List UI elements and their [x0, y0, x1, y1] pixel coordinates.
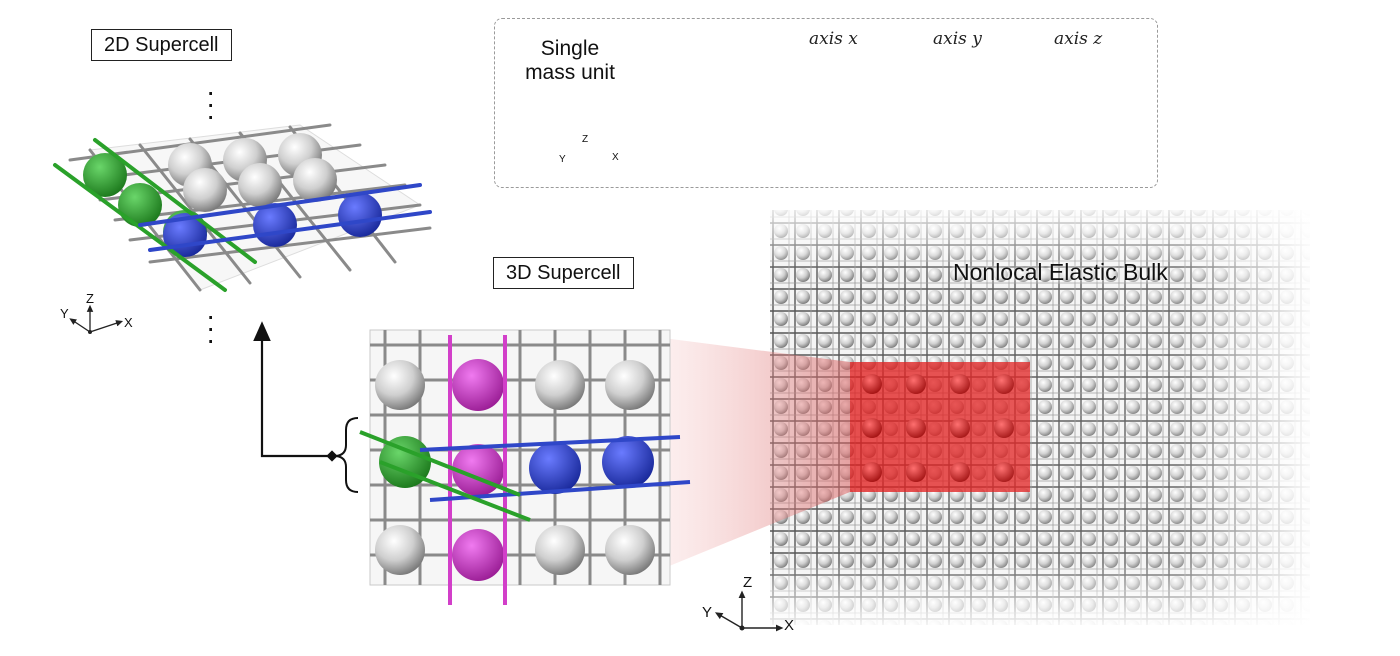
legend-x-letter: X: [612, 152, 619, 163]
triad2d-y-letter: Y: [60, 306, 69, 321]
bulk-label: Nonlocal Elastic Bulk: [953, 259, 1168, 285]
coord-triad-2d: [69, 304, 124, 333]
axis-z-label: axis z: [1054, 29, 1103, 49]
legend-y-letter: Y: [559, 154, 566, 165]
bulk-lattice: [770, 210, 1310, 625]
bracket-diamond: [326, 450, 338, 462]
legend-title-line1: Single: [540, 37, 600, 60]
triad3d-x-letter: X: [784, 617, 795, 634]
coord-triad-3d: [714, 590, 784, 632]
triad3d-y-letter: Y: [702, 604, 713, 621]
triad2d-x-letter: X: [124, 315, 133, 330]
legend-panel: Single mass unit axis x axis y axis z: [494, 18, 1158, 188]
legend-z-letter: Z: [582, 134, 589, 145]
supercell-2d-drawing: [53, 123, 432, 292]
stack-ellipsis-top: · · ·: [206, 76, 216, 131]
supercell-3d-drawing: [359, 329, 691, 605]
stack-ellipsis-bottom: · · ·: [206, 300, 216, 355]
supercell-3d-label: 3D Supercell: [493, 257, 634, 289]
layer-bracket: [335, 417, 359, 493]
link-arrow: [253, 321, 332, 458]
axis-y-label: axis y: [933, 29, 982, 49]
zoom-cone: [640, 335, 850, 578]
axis-x-label: axis x: [809, 29, 858, 49]
supercell-2d-label: 2D Supercell: [91, 29, 232, 61]
triad2d-z-letter: Z: [86, 291, 94, 306]
legend-title-line2: mass unit: [525, 61, 615, 84]
legend-title: Single mass unit: [515, 37, 625, 85]
triad3d-z-letter: Z: [743, 574, 753, 591]
